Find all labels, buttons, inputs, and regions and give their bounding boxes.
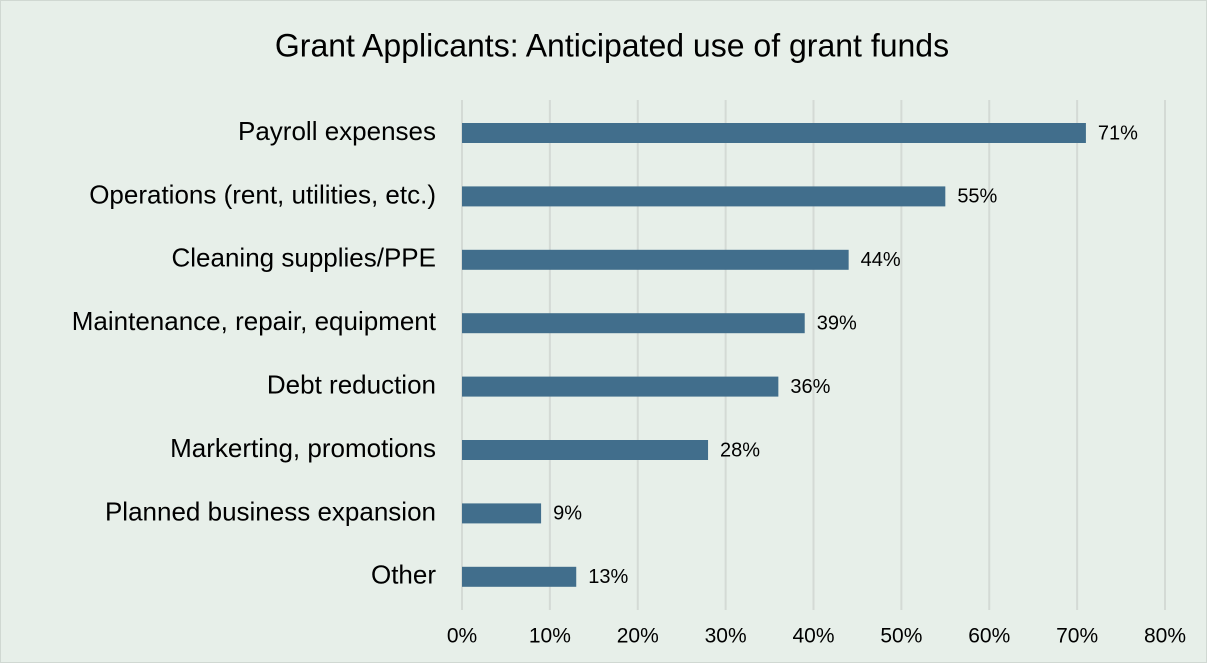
value-label: 44% — [861, 249, 901, 271]
x-tick-label: 10% — [529, 625, 571, 648]
bar — [462, 503, 542, 524]
y-tick-label: Markerting, promotions — [170, 433, 436, 463]
x-tick-label: 30% — [705, 625, 747, 648]
bar — [462, 566, 577, 587]
value-label: 28% — [720, 439, 760, 461]
bar — [462, 186, 946, 207]
value-label: 39% — [817, 312, 857, 334]
value-label: 71% — [1098, 122, 1138, 144]
chart-title: Grant Applicants: Anticipated use of gra… — [275, 27, 949, 63]
x-tick-label: 50% — [880, 625, 922, 648]
y-tick-label: Planned business expansion — [105, 496, 436, 526]
bar — [462, 123, 1086, 143]
bar — [462, 249, 849, 270]
x-tick-label: 40% — [792, 625, 834, 648]
bar — [462, 440, 709, 460]
x-tick-label: 80% — [1144, 625, 1186, 648]
bar — [462, 313, 805, 334]
y-tick-label: Debt reduction — [267, 369, 436, 399]
y-tick-label: Maintenance, repair, equipment — [72, 306, 437, 336]
y-tick-label: Payroll expenses — [238, 116, 436, 146]
value-label: 9% — [553, 503, 582, 525]
y-tick-label: Other — [371, 560, 436, 590]
y-tick-label: Cleaning supplies/PPE — [172, 243, 437, 273]
x-tick-label: 60% — [968, 625, 1010, 648]
value-label: 13% — [588, 566, 628, 588]
bar — [462, 376, 779, 397]
y-tick-label: Operations (rent, utilities, etc.) — [89, 179, 436, 209]
value-label: 55% — [957, 186, 997, 208]
x-tick-label: 20% — [617, 625, 659, 648]
value-label: 36% — [790, 376, 830, 398]
x-tick-label: 0% — [447, 625, 477, 648]
x-tick-label: 70% — [1056, 625, 1098, 648]
